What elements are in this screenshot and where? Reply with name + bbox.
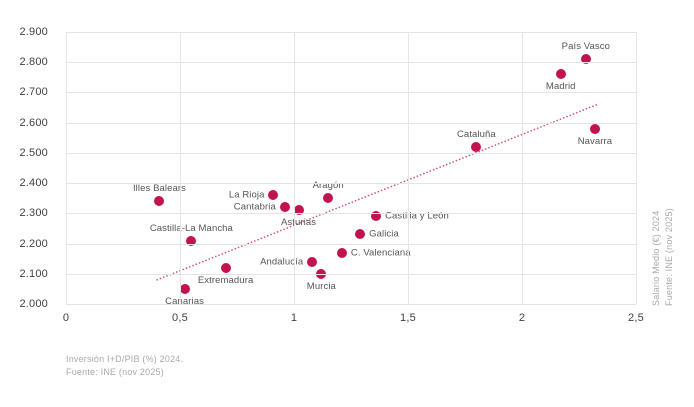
- data-point-label: Cataluña: [456, 128, 496, 140]
- data-point: [323, 193, 334, 204]
- data-point: [220, 262, 231, 273]
- data-point-label: Illes Balears: [132, 183, 186, 195]
- y-tick-label: 2.800: [19, 56, 48, 69]
- x-tick-label: 0: [62, 312, 70, 324]
- data-point: [307, 256, 318, 267]
- data-point: [371, 211, 382, 222]
- x-axis-source: Fuente: INE (nov 2025): [66, 366, 164, 377]
- v-gridline: [408, 32, 409, 304]
- v-gridline: [66, 32, 67, 304]
- y-tick-label: 2.100: [19, 267, 48, 280]
- h-gridline: [66, 213, 636, 215]
- data-point-label: Galicia: [369, 228, 399, 240]
- h-gridline: [66, 122, 636, 124]
- y-axis-label: Salario Medio (€) 2024: [651, 210, 661, 306]
- x-axis-label: Inversión I+D/PIB (%) 2024.: [66, 354, 184, 364]
- x-tick-label: 0,5: [172, 312, 188, 324]
- h-gridline: [66, 62, 636, 64]
- v-gridline: [180, 32, 181, 304]
- x-axis-tick-labels: 0 0,5 1 1,5 2 2,5: [62, 312, 644, 330]
- y-tick-label: 2.600: [19, 116, 48, 129]
- h-gridline: [66, 243, 636, 245]
- data-point-label: Aragón: [312, 180, 344, 192]
- y-tick-label: 2.200: [19, 237, 48, 250]
- data-point: [268, 190, 279, 201]
- x-tick-label: 2,5: [628, 312, 644, 324]
- data-point-label: C. Valenciana: [350, 247, 411, 259]
- plot-area: Illes Balears Castilla-La Mancha Canarias E…: [66, 32, 637, 307]
- trend-line: [156, 103, 599, 281]
- v-gridline: [294, 32, 295, 304]
- data-point-label: Madrid: [545, 81, 576, 93]
- y-axis-source: Fuente: INE (nov 2025): [663, 208, 674, 306]
- x-tick-label: 1: [290, 312, 298, 324]
- data-point: [471, 141, 482, 152]
- data-point: [555, 69, 566, 80]
- h-gridline: [66, 32, 636, 33]
- data-point: [589, 123, 600, 134]
- y-axis-caption: Salario Medio (€) 2024 Fuente: INE (nov …: [650, 208, 675, 306]
- data-point: [179, 283, 190, 294]
- h-gridline: [66, 183, 636, 185]
- h-gridline: [66, 304, 636, 305]
- data-point-label: Castilla y León: [385, 210, 449, 222]
- h-gridline: [66, 152, 636, 154]
- data-point-label: País Vasco: [561, 41, 611, 53]
- x-tick-label: 1,5: [400, 312, 416, 324]
- v-gridline: [522, 32, 523, 304]
- h-gridline: [66, 92, 636, 94]
- y-tick-label: 2.900: [19, 26, 48, 38]
- x-axis-caption: Inversión I+D/PIB (%) 2024. Fuente: INE …: [66, 353, 183, 378]
- data-point: [336, 247, 347, 258]
- data-point: [186, 235, 197, 246]
- data-point: [580, 54, 591, 65]
- v-gridline: [636, 32, 637, 304]
- data-point: [293, 205, 304, 216]
- y-tick-label: 2.500: [19, 146, 48, 159]
- y-tick-label: 2.400: [19, 177, 48, 190]
- y-tick-label: 2.700: [19, 86, 48, 99]
- data-point-label: Extremadura: [197, 274, 254, 286]
- y-tick-label: 2.300: [19, 207, 48, 220]
- data-point-label: Cantabria: [233, 201, 276, 213]
- data-point-label: Castilla-La Mancha: [149, 222, 233, 234]
- data-point: [279, 202, 290, 213]
- data-point: [154, 196, 165, 207]
- x-tick-label: 2: [518, 312, 526, 324]
- data-point-label: Asturias: [280, 217, 317, 229]
- data-point-label: La Rioja: [228, 189, 265, 201]
- y-tick-label: 2.000: [19, 298, 48, 310]
- data-point-label: Murcia: [306, 280, 336, 292]
- y-axis-tick-labels: 2.000 2.100 2.200 2.300 2.400 2.500 2.600 2.700…: [0, 26, 48, 310]
- data-point-label: Andalucía: [260, 256, 304, 268]
- data-point-label: Navarra: [577, 135, 613, 147]
- data-point-label: Canarias: [165, 295, 204, 307]
- data-point: [355, 229, 366, 240]
- h-gridline: [66, 273, 636, 275]
